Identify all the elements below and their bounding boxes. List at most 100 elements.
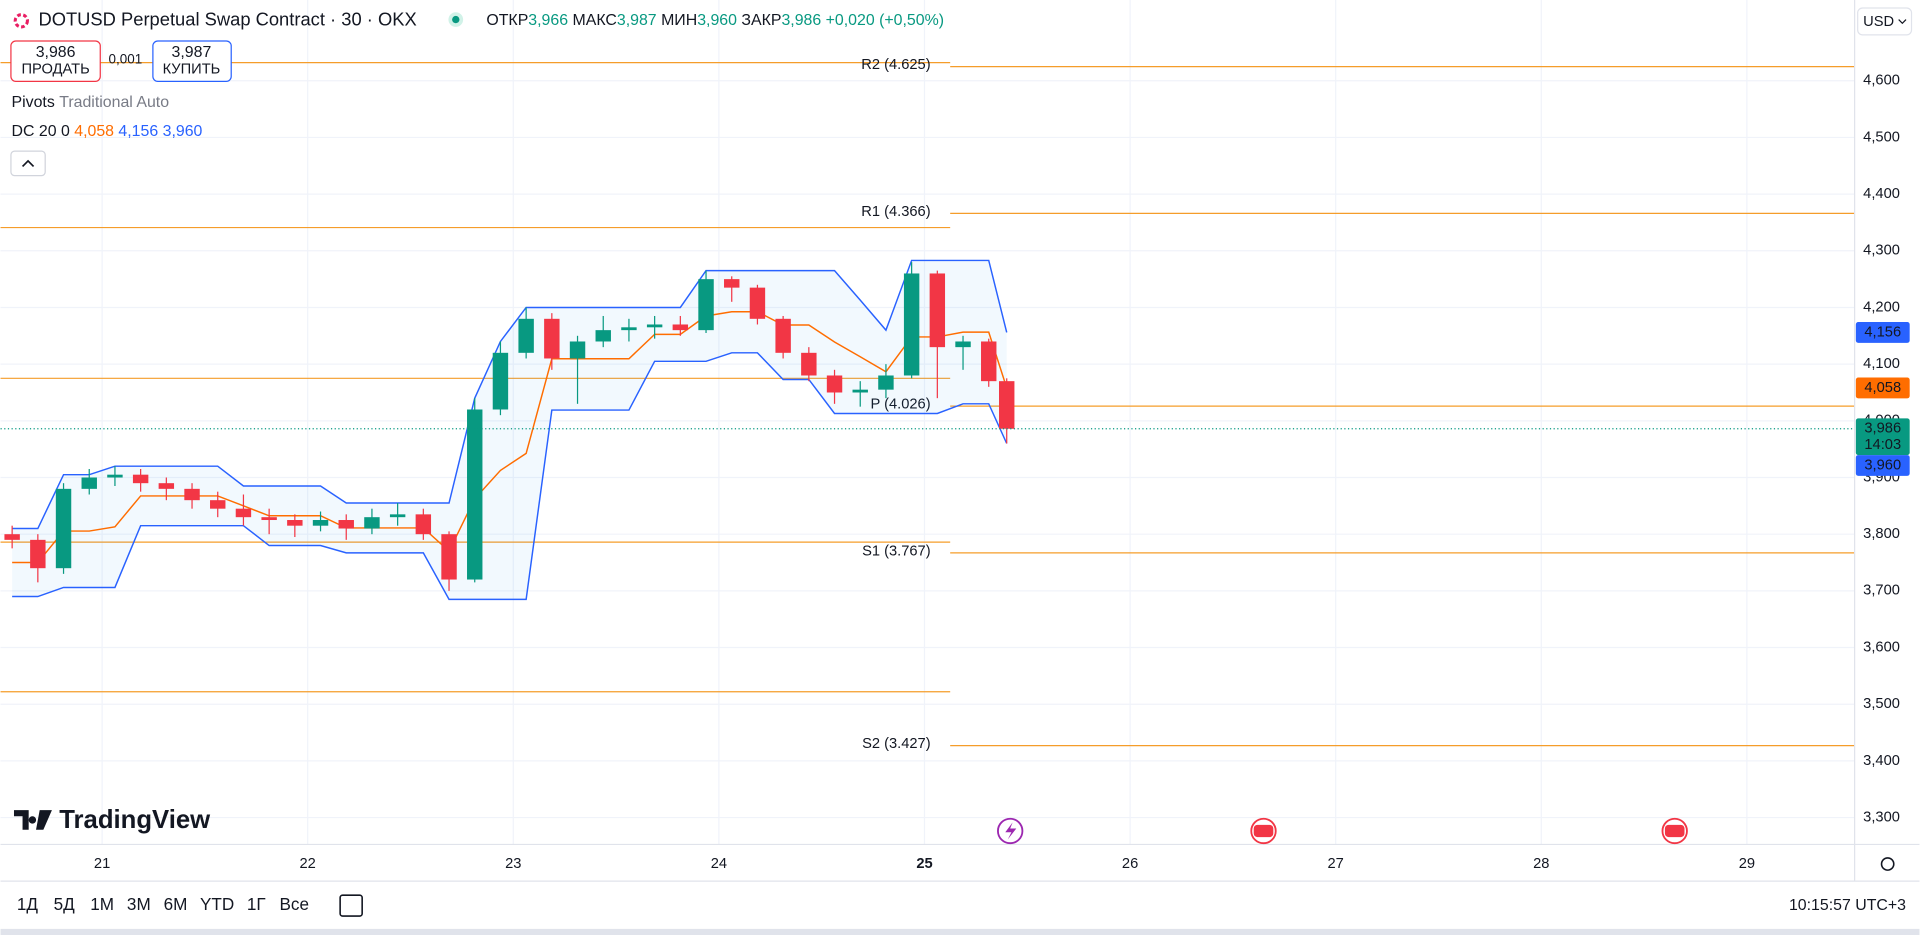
pivot-label: S1 (3.767) <box>862 544 931 560</box>
candle-body <box>235 508 252 518</box>
y-tick-label: 3,300 <box>1863 809 1900 825</box>
ohlc: ОТКР3,966 МАКС3,987 МИН3,960 ЗАКР3,986 +… <box>486 12 944 29</box>
range-button[interactable]: 1М <box>90 894 114 914</box>
brand-name: TradingView <box>59 806 211 834</box>
candle-body <box>955 341 971 348</box>
candle-body <box>55 488 72 569</box>
price-badge <box>1855 322 1910 343</box>
bottom-strip <box>0 928 1920 935</box>
collapse-icon <box>21 159 35 168</box>
buy-price: 3,987 <box>172 44 212 61</box>
candle-body <box>4 534 20 540</box>
buy-label: КУПИТЬ <box>163 62 221 78</box>
candle-body <box>826 375 843 393</box>
y-tick-label: 3,400 <box>1863 753 1900 769</box>
x-tick-label: 29 <box>1739 856 1755 872</box>
sell-button[interactable] <box>10 40 101 82</box>
candle-body <box>621 327 637 331</box>
y-tick-label: 4,100 <box>1863 356 1900 372</box>
y-tick-label: 4,200 <box>1863 299 1900 315</box>
currency: USD <box>1863 14 1894 30</box>
ohlc-label: ОТКР <box>486 12 528 29</box>
y-tick-label: 3,800 <box>1863 526 1900 542</box>
candle-body <box>698 279 714 331</box>
price-badge <box>1855 455 1910 476</box>
candle-body <box>441 534 457 580</box>
x-tick-label: 28 <box>1533 856 1549 872</box>
y-tick-label: 4,500 <box>1863 129 1900 145</box>
event-glyph <box>1005 822 1017 840</box>
candle-body <box>929 273 946 348</box>
date-range-icon[interactable] <box>339 894 363 917</box>
candle-body <box>210 500 226 509</box>
candle-body <box>467 409 483 580</box>
x-tick-label: 25 <box>916 856 932 872</box>
pivot-label: S2 (3.427) <box>862 736 931 752</box>
dc-basis <box>12 310 1008 564</box>
candle-body <box>595 330 611 342</box>
candle-body <box>107 474 123 478</box>
range-button[interactable]: 3М <box>127 894 151 914</box>
dc-lower <box>12 352 1008 601</box>
clock: 10:15:57 UTC+3 <box>1789 897 1906 914</box>
range-button[interactable]: 5Д <box>54 894 76 914</box>
range-button[interactable]: 1Г <box>247 894 266 914</box>
spread: 0,001 <box>109 52 143 67</box>
price-badge-label: 3,960 <box>1864 457 1901 473</box>
candle-body <box>903 273 920 376</box>
range-button[interactable]: 1Д <box>17 894 39 914</box>
indicator-params: Traditional Auto <box>59 94 169 111</box>
indicator-name: DC 20 0 <box>12 123 70 140</box>
price-badge-label: 3,986 <box>1864 421 1901 437</box>
event-flag <box>1253 824 1274 838</box>
ohlc-value: 3,966 <box>528 12 568 29</box>
range-button[interactable]: Все <box>279 894 309 914</box>
sell-price: 3,986 <box>36 44 76 61</box>
settings-icon[interactable] <box>1880 857 1895 871</box>
ohlc-label: МИН <box>661 12 697 29</box>
ohlc-value: 3,960 <box>697 12 737 29</box>
x-tick-label: 26 <box>1122 856 1138 872</box>
price-badge <box>1855 377 1910 399</box>
candle-body <box>544 318 560 359</box>
candle-body <box>184 488 200 501</box>
x-tick-label: 22 <box>300 856 316 872</box>
y-tick-label: 4,600 <box>1863 73 1900 89</box>
sell-label: ПРОДАТЬ <box>21 62 89 78</box>
candle-body <box>492 352 509 410</box>
range-button[interactable]: YTD <box>200 894 234 914</box>
dc-value: 4,058 <box>74 123 114 140</box>
candle-body <box>389 514 406 518</box>
pivots-legend[interactable]: Pivots Traditional Auto <box>12 94 170 111</box>
buy-button[interactable] <box>152 40 232 82</box>
candle-body <box>287 520 303 526</box>
channel-fill <box>12 260 1007 600</box>
symbol-icon <box>13 13 29 29</box>
x-tick-label: 21 <box>94 856 110 872</box>
dc-legend[interactable]: DC 20 0 4,058 4,156 3,960 <box>12 123 203 140</box>
pivot-label: P (4.026) <box>871 397 931 413</box>
range-button[interactable]: 6М <box>164 894 188 914</box>
indicator-name: Pivots <box>12 94 55 111</box>
ohlc-value: 3,987 <box>617 12 657 29</box>
pivot-label: R1 (4.366) <box>861 204 930 220</box>
brand-logo <box>13 810 52 830</box>
y-tick-label: 4,300 <box>1863 243 1900 259</box>
ohlc-label: ЗАКР <box>741 12 781 29</box>
candle-body <box>30 539 46 569</box>
ohlc-label: МАКС <box>573 12 617 29</box>
currency-button[interactable] <box>1857 7 1913 36</box>
x-tick-label: 23 <box>505 856 521 872</box>
candle-body <box>646 324 663 328</box>
candle-body <box>852 389 868 393</box>
candle-body <box>775 318 791 353</box>
candle-body <box>158 483 175 489</box>
dc-value: 3,960 <box>163 123 203 140</box>
candle-body <box>312 520 329 526</box>
collapse-button[interactable] <box>10 150 46 177</box>
symbol-title: DOTUSD Perpetual Swap Contract · 30 · OK… <box>38 9 416 30</box>
y-tick-label: 3,600 <box>1863 639 1900 655</box>
